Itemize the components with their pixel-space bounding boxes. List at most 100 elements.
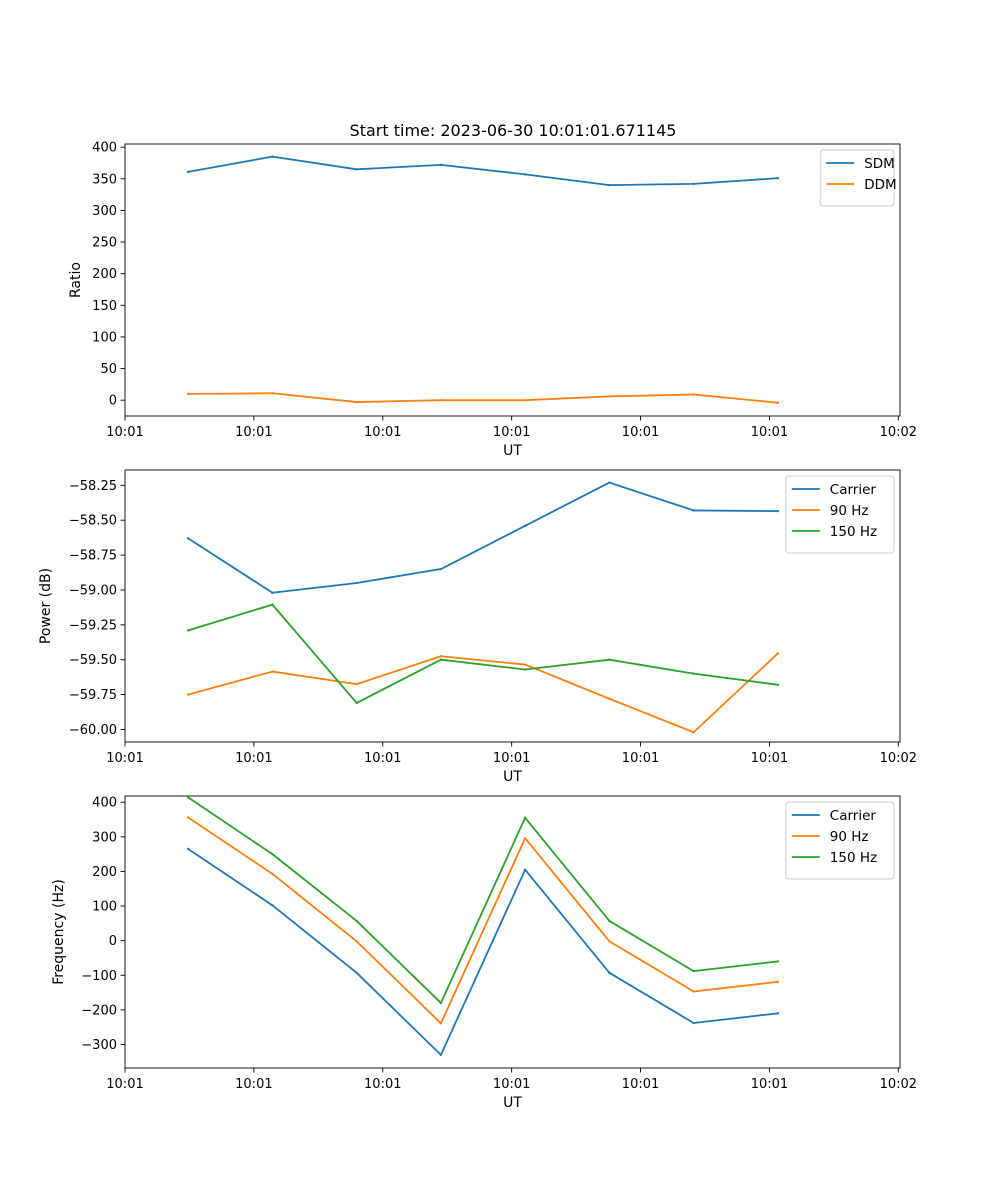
data-point bbox=[271, 155, 274, 158]
data-point bbox=[186, 170, 190, 174]
data-point bbox=[439, 1022, 443, 1025]
x-tick-label: 10:01 bbox=[493, 751, 530, 766]
y-tick-label: 200 bbox=[92, 267, 117, 282]
x-tick-label: 10:01 bbox=[235, 425, 272, 440]
y-tick-label: 50 bbox=[100, 362, 117, 377]
x-tick-label: 10:01 bbox=[493, 425, 530, 440]
data-point bbox=[692, 990, 695, 993]
y-tick-label: 250 bbox=[92, 236, 117, 251]
data-point bbox=[692, 1021, 695, 1025]
data-point bbox=[186, 629, 190, 632]
series-line-carrier bbox=[186, 481, 779, 594]
data-point bbox=[355, 971, 358, 975]
data-point bbox=[439, 567, 443, 571]
y-tick-label: 150 bbox=[92, 299, 117, 314]
series-line-90-hz bbox=[187, 652, 780, 734]
y-tick-label: 300 bbox=[92, 204, 117, 219]
x-tick-label: 10:02 bbox=[880, 1077, 917, 1092]
y-axis-label: Frequency (Hz) bbox=[51, 879, 67, 985]
data-point bbox=[523, 398, 527, 402]
y-tick-label: 0 bbox=[109, 394, 117, 409]
data-point bbox=[186, 816, 190, 819]
x-tick-label: 10:01 bbox=[235, 1077, 272, 1092]
y-tick-label: 0 bbox=[109, 934, 117, 949]
x-tick-label: 10:01 bbox=[493, 1077, 530, 1092]
data-point bbox=[439, 163, 443, 167]
data-point bbox=[186, 537, 190, 540]
y-axis-label: Power (dB) bbox=[38, 568, 54, 644]
y-tick-label: 200 bbox=[92, 865, 117, 880]
data-point bbox=[355, 581, 358, 585]
data-point bbox=[271, 670, 274, 673]
y-tick-label: −59.75 bbox=[69, 688, 117, 703]
data-point bbox=[271, 852, 274, 856]
data-point bbox=[271, 603, 274, 606]
legend-label: DDM bbox=[864, 177, 896, 193]
axes-frame bbox=[124, 795, 901, 1069]
data-point bbox=[776, 509, 780, 513]
data-point bbox=[523, 868, 527, 871]
y-tick-label: −60.00 bbox=[69, 723, 117, 738]
data-point bbox=[355, 168, 358, 171]
x-tick-label: 10:01 bbox=[622, 751, 659, 766]
x-axis-label: UT bbox=[503, 769, 522, 785]
chart-panel-2: −60.00 −59.75 −59.50 −59.25 −59.00 −58.75 −58.… bbox=[38, 469, 917, 785]
y-tick-label: −58.75 bbox=[69, 549, 117, 564]
data-point bbox=[355, 940, 358, 943]
data-point bbox=[608, 940, 611, 943]
y-tick-label: 100 bbox=[92, 900, 117, 915]
x-tick-label: 10:01 bbox=[622, 425, 659, 440]
data-point bbox=[271, 392, 274, 395]
data-point bbox=[692, 731, 695, 734]
axes-frame bbox=[124, 469, 901, 743]
data-point bbox=[439, 655, 443, 658]
x-tick-label: 10:01 bbox=[751, 1077, 788, 1092]
series-line-150-hz bbox=[186, 796, 779, 1004]
y-tick-label: 300 bbox=[92, 830, 117, 845]
data-point bbox=[776, 401, 780, 404]
y-tick-label: 100 bbox=[92, 330, 117, 345]
x-axis-label: UT bbox=[503, 443, 522, 459]
x-axis-label: UT bbox=[503, 1095, 522, 1111]
data-point bbox=[692, 182, 695, 186]
data-point bbox=[692, 672, 695, 675]
data-point bbox=[271, 591, 274, 594]
legend-box bbox=[819, 149, 895, 207]
x-tick-label: 10:01 bbox=[364, 425, 401, 440]
data-point bbox=[608, 919, 611, 923]
y-tick-label: −59.25 bbox=[69, 618, 117, 633]
data-point bbox=[355, 919, 358, 923]
y-tick-label: −58.25 bbox=[69, 479, 117, 494]
legend-box bbox=[785, 475, 895, 554]
x-tick-label: 10:01 bbox=[106, 1077, 143, 1092]
y-tick-label: 350 bbox=[92, 172, 117, 187]
x-tick-label: 10:01 bbox=[751, 751, 788, 766]
series-line-150-hz bbox=[187, 603, 779, 704]
legend-label: 90 Hz bbox=[830, 829, 869, 845]
data-point bbox=[523, 173, 527, 176]
x-tick-label: 10:02 bbox=[880, 751, 917, 766]
legend-label: Carrier bbox=[830, 482, 877, 498]
data-point bbox=[608, 971, 611, 975]
data-point bbox=[523, 816, 527, 820]
data-point bbox=[439, 658, 443, 661]
data-point bbox=[186, 392, 190, 396]
data-point bbox=[776, 960, 780, 963]
y-tick-label: −300 bbox=[81, 1038, 117, 1053]
data-point bbox=[523, 524, 527, 527]
data-point bbox=[608, 658, 611, 661]
data-point bbox=[776, 683, 780, 687]
legend-label: 150 Hz bbox=[830, 850, 877, 866]
figure-title: Start time: 2023-06-30 10:01:01.671145 bbox=[350, 121, 677, 140]
data-point bbox=[271, 872, 274, 876]
x-tick-label: 10:01 bbox=[235, 751, 272, 766]
y-axis-label: Ratio bbox=[68, 262, 84, 298]
data-point bbox=[776, 980, 780, 984]
legend-label: Carrier bbox=[830, 808, 877, 824]
y-tick-label: −200 bbox=[81, 1003, 117, 1018]
data-point bbox=[439, 1001, 443, 1005]
data-point bbox=[776, 1012, 780, 1015]
series-line-ddm bbox=[187, 392, 779, 404]
data-point bbox=[439, 398, 443, 402]
